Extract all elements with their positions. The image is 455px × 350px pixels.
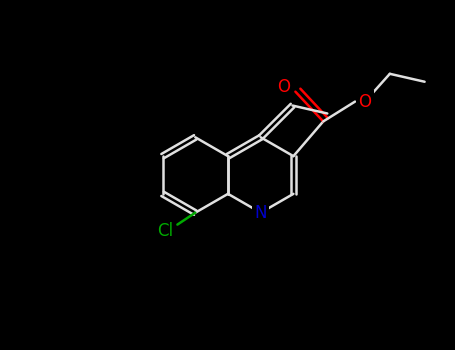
Text: O: O [359,93,371,111]
Text: Cl: Cl [157,222,173,239]
Text: O: O [277,78,290,96]
Text: N: N [254,204,267,222]
